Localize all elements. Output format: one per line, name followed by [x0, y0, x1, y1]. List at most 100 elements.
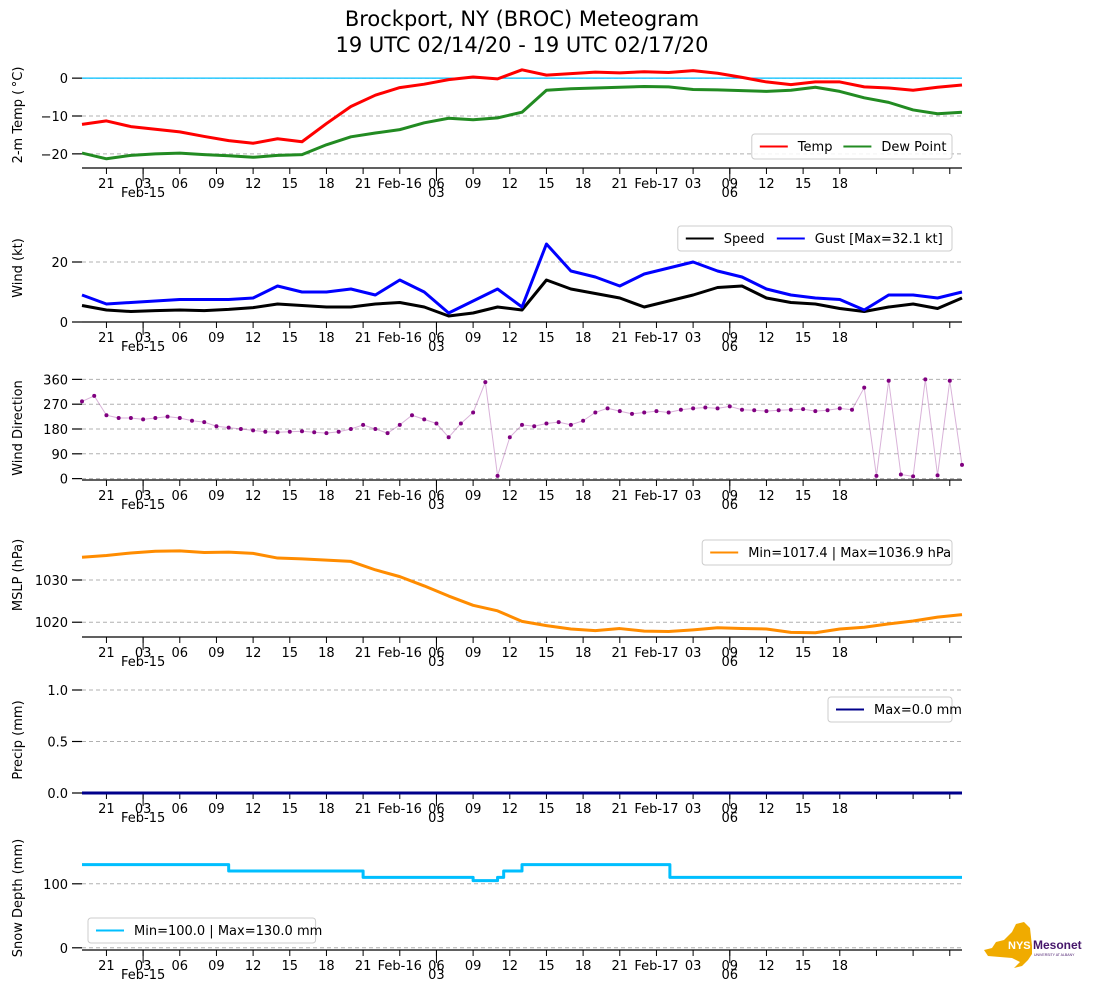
legend-label: Min=1017.4 | Max=1036.9 hPa [748, 546, 951, 561]
wind-direction-point [862, 385, 867, 390]
wind-direction-point [740, 407, 744, 412]
x-tick-label: 18 [832, 177, 849, 192]
wind-direction-point [214, 424, 219, 429]
wind-direction-point [678, 407, 683, 412]
x-tick-label: 03 [135, 959, 152, 974]
x-tick-label: 15 [795, 959, 812, 974]
wind-direction-point [238, 427, 243, 431]
wind-direction-point [788, 407, 793, 412]
wind-direction-point [483, 380, 488, 385]
logo-mesonet-text: Mesonet [1033, 938, 1082, 952]
wind-direction-point [202, 420, 207, 425]
x-tick-label: 03 [685, 802, 702, 817]
x-tick-label: 21 [355, 959, 372, 974]
x-tick-label: 12 [758, 331, 775, 346]
x-date-label: 03 [428, 811, 445, 826]
wind-direction-point [813, 409, 818, 414]
wind-direction-point [141, 417, 146, 422]
wind-direction-point [251, 428, 256, 433]
wind-direction-point [410, 413, 414, 418]
x-tick-label: 06 [428, 331, 445, 346]
x-tick-label: 21 [355, 489, 372, 504]
x-tick-label: 21 [355, 646, 372, 661]
x-tick-label: 12 [758, 177, 775, 192]
wind-direction-point [336, 429, 341, 434]
x-tick-label: 03 [685, 959, 702, 974]
x-tick-label: 09 [465, 802, 482, 817]
wind-direction-point [581, 418, 586, 423]
x-tick-label: 03 [135, 646, 152, 661]
x-tick-label: 18 [832, 802, 849, 817]
x-date-label: 03 [428, 498, 445, 513]
x-tick-label: 12 [758, 959, 775, 974]
x-tick-label: 21 [612, 959, 629, 974]
x-tick-label: 09 [208, 646, 225, 661]
x-tick-label: 21 [98, 489, 115, 504]
y-tick-label: 270 [43, 398, 68, 413]
x-tick-label: 12 [245, 331, 262, 346]
x-tick-label: 21 [612, 489, 629, 504]
x-date-label: Feb-15 [121, 811, 165, 826]
x-tick-label: 12 [502, 646, 519, 661]
x-tick-label: 18 [575, 802, 592, 817]
y-tick-label: 1020 [35, 616, 68, 631]
wind-direction-point [116, 415, 121, 420]
wind-direction-point [703, 405, 708, 410]
x-tick-label: 03 [135, 802, 152, 817]
series-dew-point [81, 84, 963, 161]
x-tick-label: 15 [795, 646, 812, 661]
x-tick-label: 18 [575, 489, 592, 504]
x-date-label: 06 [722, 811, 739, 826]
wind-direction-point [226, 425, 231, 430]
y-tick-label: −20 [41, 148, 68, 163]
x-tick-label: 15 [282, 646, 299, 661]
x-tick-label: 06 [428, 646, 445, 661]
x-tick-label: 09 [465, 331, 482, 346]
legend: Temp Dew Point [751, 133, 953, 160]
x-date-label: Feb-15 [121, 498, 165, 513]
x-tick-label: 06 [428, 489, 445, 504]
y-tick-label: 0 [60, 316, 68, 331]
x-tick-label: Feb-17 [634, 802, 678, 817]
x-tick-label: 18 [832, 646, 849, 661]
x-tick-label: 15 [282, 177, 299, 192]
y-tick-label: 0.0 [47, 787, 68, 802]
x-tick-label: Feb-16 [378, 489, 422, 504]
wind-direction-point [446, 435, 451, 440]
wind-direction-point [287, 429, 292, 434]
x-date-label: 03 [428, 186, 445, 201]
wind-direction-point [128, 415, 133, 420]
series-temp [81, 68, 963, 145]
x-date-label: 06 [722, 968, 739, 983]
x-tick-label: 15 [538, 177, 555, 192]
wind-direction-point [434, 421, 439, 426]
x-tick-label: 15 [795, 489, 812, 504]
legend-label: Dew Point [881, 140, 946, 155]
x-tick-label: 21 [98, 646, 115, 661]
legend-box [677, 225, 953, 252]
x-tick-label: 18 [832, 489, 849, 504]
x-tick-label: 09 [465, 959, 482, 974]
y-tick-label: 0 [60, 942, 68, 957]
wind-direction-line [81, 379, 963, 477]
x-tick-label: 09 [208, 959, 225, 974]
wind-direction-point [593, 410, 598, 415]
wind-direction-point [385, 431, 390, 436]
x-tick-label: 21 [612, 802, 629, 817]
x-tick-label: 09 [465, 646, 482, 661]
wind-direction-point [177, 415, 182, 420]
x-date-label: 03 [428, 968, 445, 983]
x-date-label: Feb-15 [121, 186, 165, 201]
x-tick-label: 15 [795, 331, 812, 346]
series-speed [81, 278, 963, 318]
y-tick-label: 0 [60, 473, 68, 488]
wind-direction-point [104, 413, 109, 418]
legend-label: Gust [Max=32.1 kt] [815, 232, 943, 247]
y-tick-label: 1030 [35, 574, 68, 589]
wind-direction-point [275, 430, 280, 435]
y-tick-label: −10 [41, 110, 68, 125]
x-tick-label: 03 [685, 331, 702, 346]
